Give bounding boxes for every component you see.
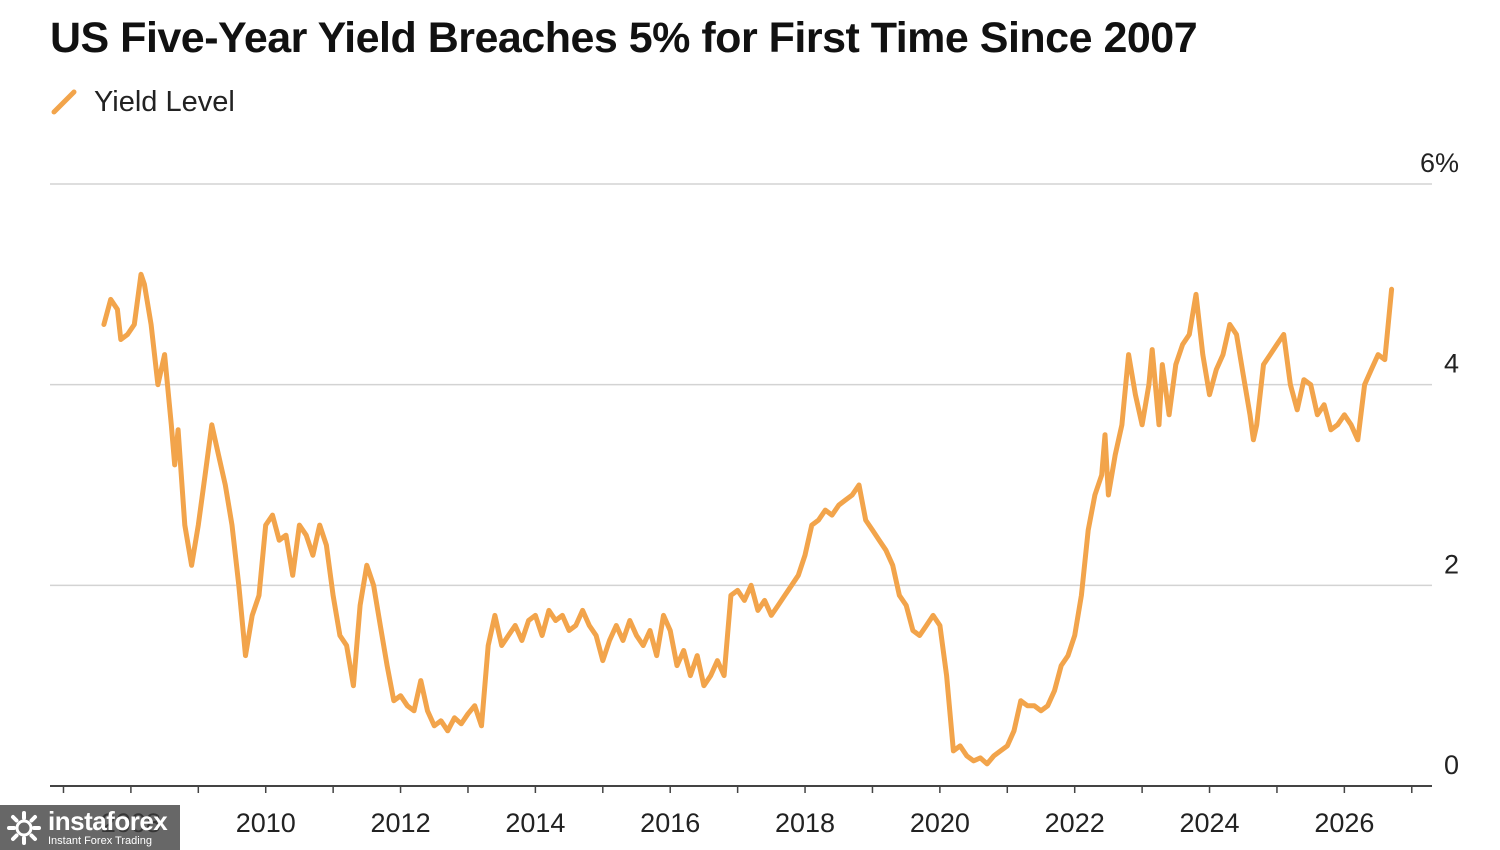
legend-swatch-line-icon xyxy=(51,89,77,115)
x-tick-label-2022: 2022 xyxy=(1045,808,1105,838)
x-tick-label-2016: 2016 xyxy=(640,808,700,838)
x-tick-label-2024: 2024 xyxy=(1179,808,1239,838)
x-tick-label-2026: 2026 xyxy=(1314,808,1374,838)
watermark-brand: instaforex xyxy=(48,806,168,836)
y-tick-label-0: 0 xyxy=(1444,750,1459,780)
series-group xyxy=(101,271,1395,767)
watermark: instaforex Instant Forex Trading xyxy=(0,805,180,850)
legend-label: Yield Level xyxy=(94,85,235,118)
instaforex-logo-icon xyxy=(7,810,41,845)
watermark-tagline: Instant Forex Trading xyxy=(48,835,152,847)
x-tick-label-2014: 2014 xyxy=(505,808,565,838)
x-tick-label-2010: 2010 xyxy=(236,808,296,838)
y-tick-label-6: 6% xyxy=(1420,148,1459,178)
gridlines xyxy=(50,183,1432,587)
chart-title: US Five-Year Yield Breaches 5% for First… xyxy=(50,14,1198,62)
x-tick-labels: 2008201020122014201620182020202220242026 xyxy=(101,808,1375,838)
x-tick-label-2020: 2020 xyxy=(910,808,970,838)
x-tick-label-2012: 2012 xyxy=(371,808,431,838)
x-axis xyxy=(50,785,1432,793)
y-tick-labels: 0 2 4 6% xyxy=(1420,148,1459,780)
y-tick-label-2: 2 xyxy=(1444,549,1459,579)
x-tick-label-2018: 2018 xyxy=(775,808,835,838)
y-tick-label-4: 4 xyxy=(1444,349,1459,379)
series-line-yield-level xyxy=(101,271,1395,767)
legend: Yield Level xyxy=(50,84,235,120)
